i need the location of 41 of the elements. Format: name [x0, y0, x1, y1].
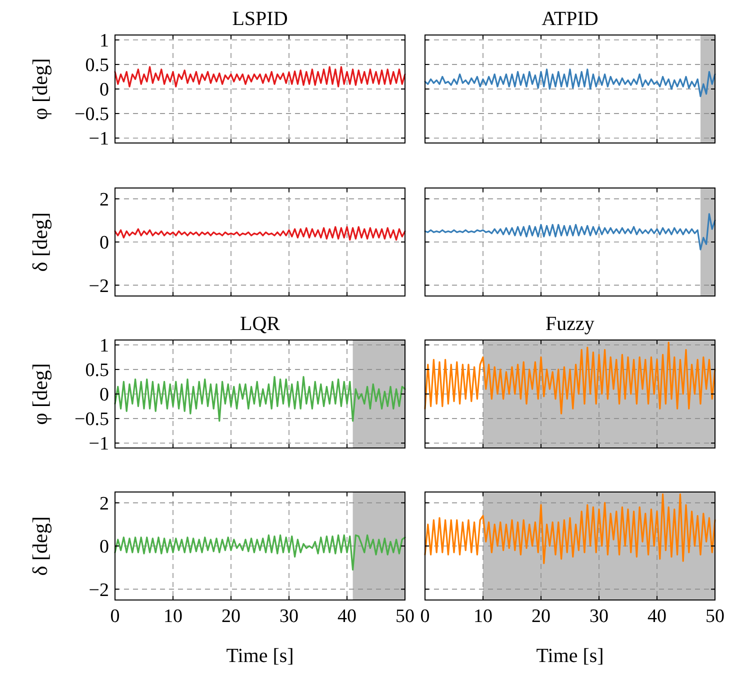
y-tick-label: 0 — [100, 384, 109, 406]
x-tick-label: 30 — [590, 606, 608, 627]
x-axis-title: Time [s] — [226, 645, 294, 667]
x-tick-label: 50 — [396, 606, 414, 627]
x-tick-label: 20 — [532, 606, 550, 627]
y-tick-label: 0.5 — [85, 55, 109, 76]
y-tick-label: 1 — [100, 336, 109, 357]
y-axis-title: φ [deg] — [28, 58, 52, 120]
y-axis-title: φ [deg] — [28, 363, 52, 425]
chart-title: LSPID — [232, 8, 288, 30]
chart-title: ATPID — [542, 8, 598, 30]
x-tick-label: 40 — [338, 606, 356, 627]
x-tick-label: 40 — [648, 606, 666, 627]
x-tick-label: 10 — [474, 606, 492, 627]
y-tick-label: 0 — [100, 536, 109, 558]
y-tick-label: −2 — [88, 580, 109, 601]
y-tick-label: −2 — [88, 276, 109, 297]
y-tick-label: −0.5 — [74, 409, 109, 430]
y-tick-label: 2 — [100, 493, 109, 514]
y-tick-label: −0.5 — [74, 104, 109, 126]
y-axis-title: δ [deg] — [28, 516, 52, 576]
y-tick-label: −1 — [88, 128, 109, 150]
y-tick-label: 2 — [100, 189, 109, 210]
y-tick-label: 0.5 — [85, 360, 109, 382]
line-series — [114, 226, 406, 241]
y-tick-label: 0 — [100, 80, 109, 101]
line-series — [114, 376, 406, 422]
x-tick-label: 30 — [280, 606, 298, 627]
y-axis-title: δ [deg] — [28, 212, 52, 272]
chart-title: Fuzzy — [546, 313, 594, 335]
x-tick-label: 50 — [706, 606, 724, 627]
line-series — [114, 66, 406, 88]
line-series — [114, 534, 406, 571]
y-tick-label: 1 — [100, 30, 109, 52]
x-axis-title: Time [s] — [536, 645, 604, 667]
chart-title: LQR — [240, 313, 281, 335]
x-tick-label: 10 — [164, 606, 182, 627]
x-tick-label: 0 — [420, 606, 430, 627]
x-tick-label: 20 — [222, 606, 240, 627]
y-tick-label: −1 — [88, 434, 109, 455]
y-tick-label: 0 — [100, 232, 109, 254]
